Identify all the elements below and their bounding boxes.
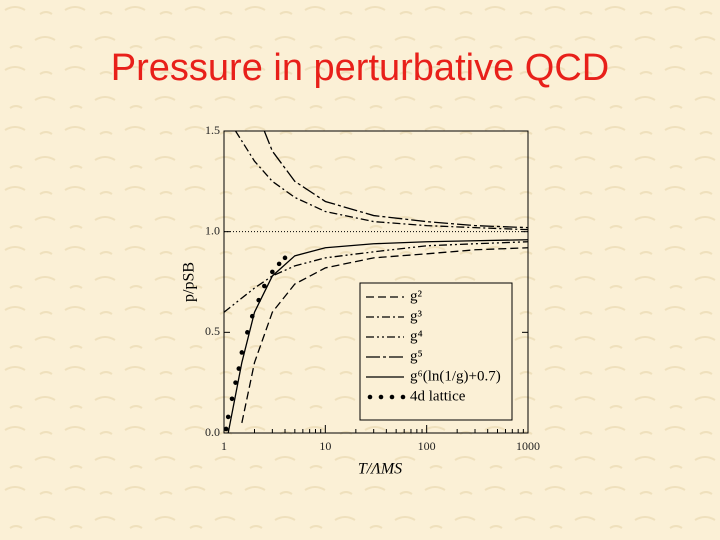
slide-title: Pressure in perturbative QCD	[111, 47, 609, 89]
x-tick-label: 10	[319, 439, 331, 453]
lattice-point	[249, 313, 255, 319]
x-tick-label: 1	[221, 439, 227, 453]
lattice-point	[233, 380, 238, 385]
legend-box	[359, 282, 513, 421]
lattice-point	[224, 426, 229, 432]
x-tick-label: 1000	[516, 439, 540, 453]
lattice-point	[262, 283, 267, 289]
legend-label: g³	[410, 308, 423, 324]
legend-swatch	[389, 394, 395, 400]
plot-frame	[223, 130, 529, 434]
lattice-point	[256, 297, 261, 303]
y-tick-label: 0.5	[205, 324, 220, 338]
series-line	[234, 131, 528, 231]
legend-label: g⁶(ln(1/g)+0.7)	[410, 368, 501, 384]
legend-label: 4d lattice	[410, 388, 466, 404]
series-line	[263, 131, 528, 229]
x-axis-label: T/ΛMS	[358, 461, 402, 478]
lattice-point	[276, 261, 282, 267]
y-tick-label: 1.5	[205, 123, 220, 137]
y-axis-label: p/pSB	[181, 262, 198, 302]
legend-label: g⁵	[410, 348, 423, 364]
legend-swatch	[378, 394, 384, 400]
series-line	[227, 239, 528, 433]
legend-label: g²	[410, 288, 423, 304]
series-line	[224, 241, 528, 313]
legend-swatch	[367, 394, 373, 400]
lattice-point	[229, 396, 235, 402]
lattice-point	[239, 350, 245, 355]
lattice-point	[270, 269, 275, 275]
y-tick-label: 1.0	[205, 223, 220, 237]
legend-label: g⁴	[410, 328, 423, 344]
legend-swatch	[400, 394, 406, 400]
lattice-point	[225, 414, 231, 420]
lattice-point	[282, 255, 288, 261]
lattice-point	[245, 330, 250, 335]
x-tick-label: 100	[418, 439, 436, 453]
series-line	[241, 247, 528, 424]
plot-area	[224, 131, 528, 433]
y-tick-label: 0.0	[205, 425, 220, 439]
lattice-point	[236, 366, 242, 371]
